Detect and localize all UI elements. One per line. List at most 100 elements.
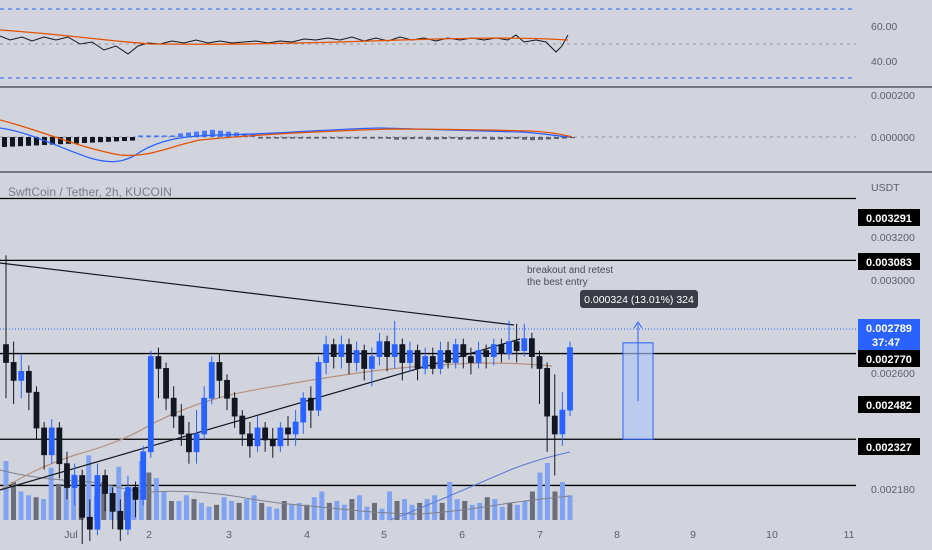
macd-hist-bar: [506, 137, 511, 140]
macd-hist-bar: [570, 137, 575, 139]
upper-trendline: [0, 262, 515, 326]
candle: [64, 451, 70, 500]
time-tick-8: 9: [690, 529, 696, 541]
candle: [125, 475, 131, 536]
candle: [79, 469, 86, 545]
macd-pane: 0.000200 0.000000: [0, 90, 915, 163]
volume-bar: [266, 506, 272, 520]
candle: [178, 404, 185, 446]
rsi-tick-60: 60.00: [871, 21, 897, 33]
macd-hist-bar: [242, 133, 247, 137]
macd-hist-bar: [170, 135, 175, 137]
volume-bar: [439, 502, 445, 520]
macd-hist-bar: [122, 137, 127, 141]
candle: [506, 320, 512, 360]
macd-hist-bar: [266, 137, 271, 139]
macd-hist-bar: [490, 137, 495, 140]
macd-hist-bar: [194, 131, 199, 137]
price-tick-00218: 0.002180: [871, 484, 915, 496]
candle: [18, 353, 25, 399]
macd-hist-bar: [402, 137, 407, 140]
macd-hist-bar: [450, 137, 455, 139]
current-price-label: 0.002789: [866, 323, 912, 335]
macd-hist-bar: [290, 137, 295, 139]
measure-label: 0.000324 (13.01%) 324: [584, 294, 694, 306]
macd-hist-bar: [18, 137, 23, 147]
candle: [41, 422, 48, 470]
macd-hist-bar: [386, 137, 391, 139]
time-tick-2: 3: [226, 529, 232, 541]
macd-hist-bar: [298, 137, 303, 139]
candle: [498, 338, 505, 363]
macd-hist-bar: [282, 137, 287, 139]
candle: [452, 338, 459, 369]
candle: [338, 335, 345, 369]
volume-bar: [409, 504, 415, 520]
volume-bar: [522, 501, 528, 520]
candle: [307, 386, 314, 428]
volume-bar: [326, 502, 332, 520]
macd-hist-bar: [130, 137, 135, 141]
macd-hist-bar: [426, 137, 431, 140]
candle: [422, 347, 429, 375]
candle: [94, 463, 101, 536]
volume-bar: [492, 499, 498, 520]
macd-hist-bar: [218, 130, 223, 137]
volume-bar: [131, 487, 137, 520]
volume-bar: [274, 508, 280, 520]
volume-bar: [289, 504, 295, 520]
volume-bar: [559, 482, 565, 520]
candle: [277, 422, 284, 452]
volume-bar: [402, 499, 408, 520]
volume-bar: [86, 455, 92, 520]
macd-hist-bar: [538, 137, 543, 140]
volume-bar: [544, 463, 550, 520]
macd-hist-bar: [58, 137, 63, 145]
volume-bar: [499, 506, 505, 520]
time-tick-9: 10: [766, 529, 778, 541]
volume-bar: [183, 495, 189, 520]
candle: [292, 410, 299, 446]
volume-bar: [319, 491, 325, 520]
candle: [201, 386, 208, 440]
candle: [246, 422, 253, 458]
macd-signal-line: [0, 119, 573, 157]
macd-hist-bar: [482, 137, 487, 139]
volume-bar: [221, 497, 227, 520]
volume-bar: [462, 501, 468, 520]
rsi-signal-line: [0, 29, 569, 45]
time-tick-6: 7: [537, 529, 543, 541]
volume-bar: [11, 482, 17, 520]
volume-bar: [477, 502, 483, 520]
candle: [475, 341, 482, 369]
macd-hist-bar: [418, 137, 423, 139]
volume-bar: [116, 466, 122, 520]
candle: [186, 422, 192, 464]
volume-ma-line: [0, 469, 571, 515]
macd-hist-bar: [442, 137, 447, 140]
volume-bar: [394, 501, 400, 520]
candle: [10, 341, 17, 405]
macd-hist-bar: [210, 129, 215, 137]
volume-bar: [236, 502, 242, 520]
macd-hist-bar: [34, 137, 39, 146]
volume-bar: [63, 480, 69, 520]
level-label-0003291: 0.003291: [866, 213, 912, 225]
candle: [86, 499, 93, 542]
volume-bar: [552, 491, 558, 520]
macd-hist-bar: [322, 137, 327, 139]
price-range-measure: 0.000324 (13.01%) 324: [580, 290, 698, 440]
candle: [536, 350, 543, 405]
macd-hist-bar: [354, 137, 359, 139]
macd-hist-bar: [434, 137, 439, 140]
volume-bar: [364, 506, 370, 520]
currency-label: USDT: [871, 182, 900, 194]
volume-trend-line: [389, 451, 571, 521]
current-price-badge: [858, 319, 920, 351]
volume-bar: [161, 491, 167, 520]
candle: [399, 338, 406, 381]
candle: [468, 347, 474, 375]
volume-bar: [304, 504, 310, 520]
volume-bar: [244, 499, 250, 520]
